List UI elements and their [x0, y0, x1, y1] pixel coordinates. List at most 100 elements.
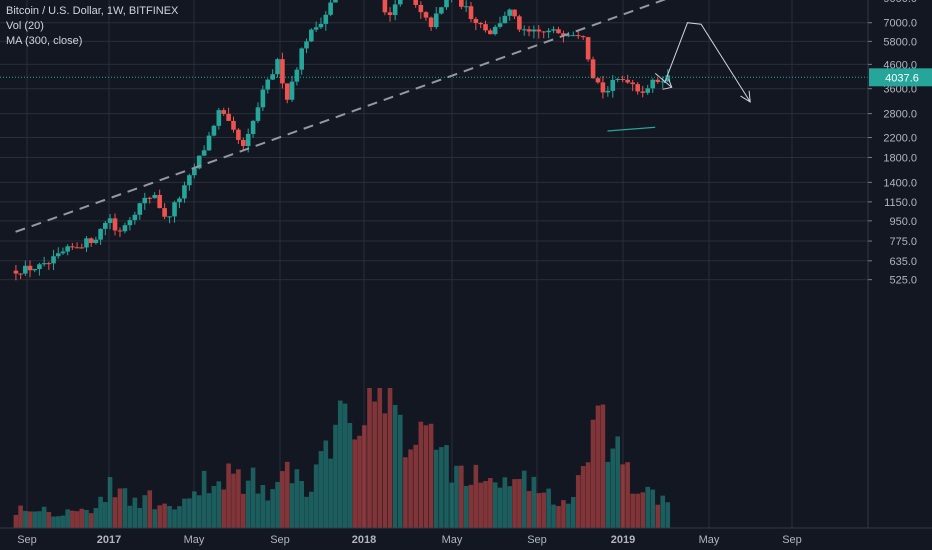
- volume-bar: [157, 505, 162, 528]
- volume-bar: [107, 477, 113, 528]
- candle-body: [18, 273, 23, 275]
- candle-body: [284, 83, 290, 100]
- candle-body: [84, 238, 89, 248]
- volume-bar: [561, 500, 566, 528]
- candles: [13, 0, 671, 281]
- price-tag: [869, 68, 932, 87]
- candle-body: [245, 133, 251, 147]
- candle-body: [398, 0, 403, 5]
- volume-bar: [117, 488, 123, 528]
- candle-body: [117, 230, 123, 232]
- candle-body: [55, 253, 61, 257]
- volume-bar: [468, 484, 474, 528]
- projection-arrow-head: [740, 90, 751, 103]
- candle-body: [620, 78, 625, 80]
- candle-body: [387, 12, 393, 16]
- candle-body: [211, 125, 217, 136]
- candle-body: [655, 79, 661, 82]
- candle-body: [206, 135, 212, 151]
- volume-bar: [18, 505, 23, 528]
- volume-bar: [526, 491, 532, 528]
- volume-bar: [640, 492, 646, 528]
- volume-bar: [51, 516, 56, 528]
- candle-body: [566, 35, 571, 37]
- candle-body: [318, 23, 324, 28]
- volume-bar: [497, 487, 503, 528]
- price-tick-label: 2200.0: [883, 133, 917, 145]
- candle-body: [299, 48, 304, 70]
- volume-bar: [473, 464, 479, 528]
- candle-body: [313, 27, 319, 30]
- volume-bar: [423, 425, 429, 528]
- volume-bar: [483, 481, 488, 528]
- volume-bar: [382, 413, 388, 528]
- volume-bar: [610, 448, 616, 528]
- volume-bar: [428, 423, 434, 528]
- candle-body: [610, 79, 616, 91]
- volume-bar: [98, 496, 103, 528]
- volume-bar: [211, 485, 217, 528]
- ma-300-line: [607, 126, 656, 132]
- volume-bar: [265, 500, 271, 528]
- candle-body: [392, 4, 398, 16]
- volume-indicator-label[interactable]: Vol (20): [6, 20, 44, 32]
- price-tick-label: 2800.0: [883, 109, 917, 121]
- small-arrow-head: [662, 79, 673, 90]
- candle-body: [463, 6, 469, 8]
- volume-bar: [250, 467, 256, 528]
- candle-body: [546, 30, 551, 33]
- candle-body: [571, 35, 576, 37]
- candle-body: [580, 36, 586, 38]
- volume-bar: [585, 462, 591, 528]
- candle-body: [280, 59, 285, 84]
- candle-body: [488, 30, 493, 35]
- volume-bar: [88, 513, 94, 528]
- candle-body: [640, 91, 646, 93]
- candle-body: [459, 0, 464, 7]
- volume-bar: [147, 490, 153, 528]
- volume-bar: [367, 388, 372, 528]
- candle-body: [27, 265, 33, 271]
- price-axis-bg: [868, 0, 932, 550]
- volume-bar: [270, 489, 275, 528]
- volume-bar: [84, 509, 89, 528]
- candle-body: [502, 15, 508, 24]
- candle-body: [444, 0, 449, 8]
- volume-bar: [182, 498, 187, 528]
- candle-body: [294, 69, 300, 82]
- volume-bar: [521, 470, 527, 528]
- time-tick-label: Sep: [270, 534, 290, 546]
- volume-bar: [403, 457, 408, 528]
- volume-bar: [357, 435, 362, 528]
- candle-body: [142, 197, 148, 204]
- volume-bar: [74, 511, 80, 528]
- volume-bar: [304, 496, 309, 528]
- candle-body: [585, 37, 591, 60]
- candle-body: [595, 78, 601, 83]
- volume-bar: [387, 388, 393, 528]
- volume-bar: [502, 477, 508, 528]
- volume-bar: [655, 504, 661, 528]
- symbol-title[interactable]: Bitcoin / U.S. Dollar, 1W, BITFINEX: [6, 5, 179, 17]
- candle-body: [98, 228, 103, 240]
- volume-bar: [413, 444, 418, 528]
- candle-body: [492, 26, 498, 35]
- candle-body: [37, 264, 42, 270]
- candle-body: [418, 4, 424, 13]
- price-tick-label: 775.0: [889, 236, 917, 248]
- volume-bar: [392, 404, 398, 528]
- candle-body: [650, 79, 656, 89]
- ma-indicator-label[interactable]: MA (300, close): [6, 35, 83, 47]
- volume-bar: [600, 404, 606, 528]
- volume-bar: [260, 484, 266, 528]
- volume-bar: [478, 482, 483, 528]
- volume-bar: [289, 483, 295, 528]
- candle-body: [13, 270, 19, 274]
- candle-body: [112, 218, 118, 231]
- price-axis: 19000.015000.012000.09000.07000.05800.04…: [867, 0, 932, 550]
- price-tick-label: 7000.0: [883, 18, 917, 30]
- time-tick-label: May: [699, 534, 720, 546]
- volume-bar: [60, 515, 66, 528]
